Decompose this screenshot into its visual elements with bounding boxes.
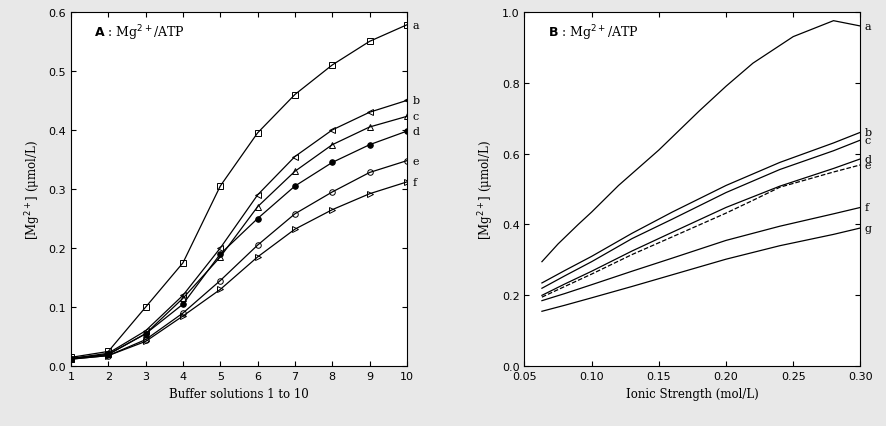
Text: $\bf{B}$ : Mg$^{2+}$/ATP: $\bf{B}$ : Mg$^{2+}$/ATP bbox=[548, 23, 638, 43]
Text: f: f bbox=[412, 178, 416, 187]
Text: $\bf{A}$ : Mg$^{2+}$/ATP: $\bf{A}$ : Mg$^{2+}$/ATP bbox=[95, 23, 185, 43]
Text: c: c bbox=[412, 112, 418, 122]
Text: e: e bbox=[412, 156, 418, 166]
Y-axis label: [Mg$^{2+}$] (μmol/L): [Mg$^{2+}$] (μmol/L) bbox=[23, 140, 43, 239]
Text: a: a bbox=[864, 22, 870, 32]
X-axis label: Ionic Strength (mol/L): Ionic Strength (mol/L) bbox=[626, 387, 758, 400]
Text: a: a bbox=[412, 21, 419, 31]
Text: d: d bbox=[412, 127, 419, 137]
Text: e: e bbox=[864, 161, 870, 170]
Text: c: c bbox=[864, 136, 870, 146]
Y-axis label: [Mg$^{2+}$] (μmol/L): [Mg$^{2+}$] (μmol/L) bbox=[476, 140, 496, 239]
X-axis label: Buffer solutions 1 to 10: Buffer solutions 1 to 10 bbox=[169, 387, 308, 400]
Text: b: b bbox=[864, 128, 871, 138]
Text: b: b bbox=[412, 96, 419, 106]
Text: f: f bbox=[864, 203, 867, 213]
Text: g: g bbox=[864, 224, 870, 233]
Text: d: d bbox=[864, 155, 870, 164]
